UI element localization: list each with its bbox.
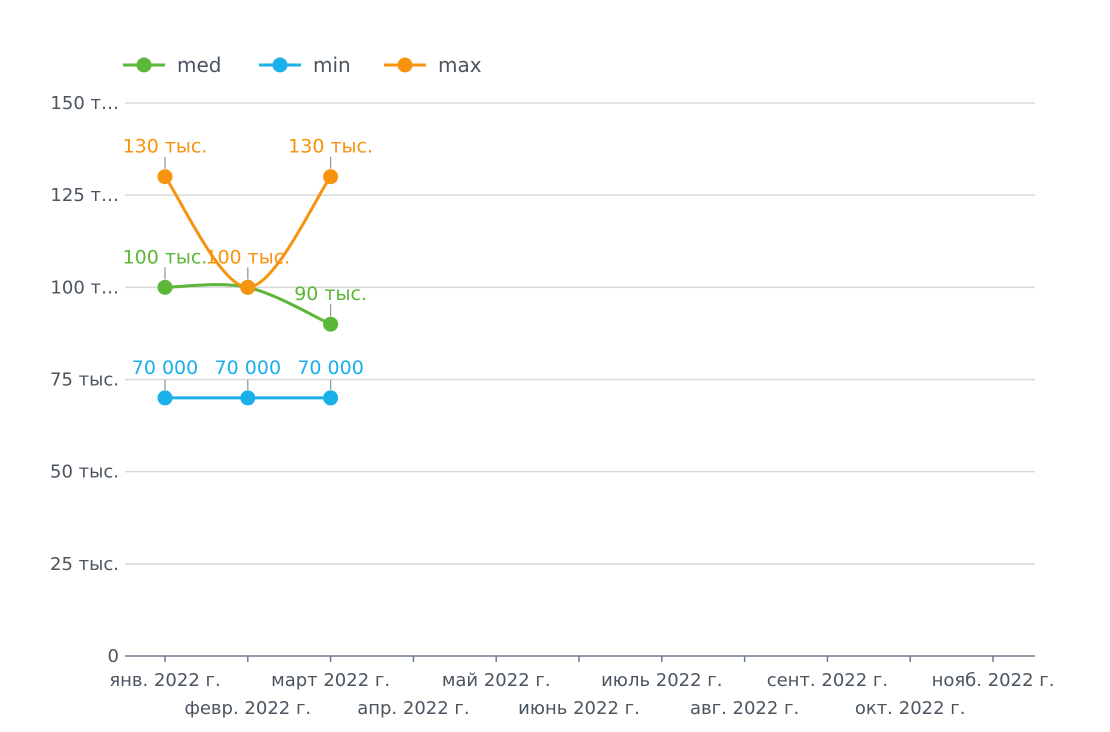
data-label-min: 70 000 xyxy=(215,357,281,379)
x-tick-label: март 2022 г. xyxy=(271,670,390,691)
x-tick-label: янв. 2022 г. xyxy=(109,670,220,691)
data-label-max: 100 тыс. xyxy=(205,246,290,268)
data-label-min: 70 000 xyxy=(132,357,198,379)
x-tick-label: июнь 2022 г. xyxy=(518,698,640,719)
y-axis-ticks: 0 25 тыс. 50 тыс. 75 тыс. 100 т… 125 т… 150 т… xyxy=(50,93,119,667)
x-tick-label: сент. 2022 г. xyxy=(767,670,888,691)
data-point-max xyxy=(323,169,339,185)
x-tick-label: апр. 2022 г. xyxy=(357,698,469,719)
y-tick-label: 50 тыс. xyxy=(50,462,119,483)
gridlines xyxy=(125,102,1035,657)
legend-label-med: med xyxy=(177,53,221,77)
y-tick-label: 0 xyxy=(108,646,119,667)
data-label-med: 90 тыс. xyxy=(294,283,367,305)
series-lines xyxy=(157,169,339,406)
y-tick-label: 75 тыс. xyxy=(50,370,119,391)
data-point-max xyxy=(240,279,256,295)
x-tick-label: май 2022 г. xyxy=(442,670,551,691)
data-point-min xyxy=(323,390,339,406)
y-tick-label: 150 т… xyxy=(50,93,119,114)
legend-marker-max xyxy=(397,57,413,73)
legend: med min max xyxy=(123,53,482,77)
data-label-min: 70 000 xyxy=(297,357,363,379)
x-tick-label: авг. 2022 г. xyxy=(690,698,799,719)
data-label-max: 130 тыс. xyxy=(288,136,373,158)
legend-marker-med xyxy=(136,57,152,73)
x-axis-ticks: янв. 2022 г. февр. 2022 г. март 2022 г. апр… xyxy=(109,656,1054,719)
legend-marker-min xyxy=(272,57,288,73)
data-point-med xyxy=(157,279,173,295)
data-point-min xyxy=(240,390,256,406)
legend-label-min: min xyxy=(313,53,351,77)
x-tick-label: февр. 2022 г. xyxy=(184,698,311,719)
data-point-max xyxy=(157,169,173,185)
legend-label-max: max xyxy=(438,53,482,77)
x-tick-label: окт. 2022 г. xyxy=(855,698,966,719)
x-tick-label: июль 2022 г. xyxy=(601,670,722,691)
x-tick-label: нояб. 2022 г. xyxy=(932,670,1055,691)
y-tick-label: 125 т… xyxy=(50,185,119,206)
data-point-min xyxy=(157,390,173,406)
data-label-max: 130 тыс. xyxy=(123,136,208,158)
data-label-med: 100 тыс. xyxy=(123,246,208,268)
y-tick-label: 100 т… xyxy=(50,277,119,298)
y-tick-label: 25 тыс. xyxy=(50,554,119,575)
data-point-med xyxy=(323,316,339,332)
